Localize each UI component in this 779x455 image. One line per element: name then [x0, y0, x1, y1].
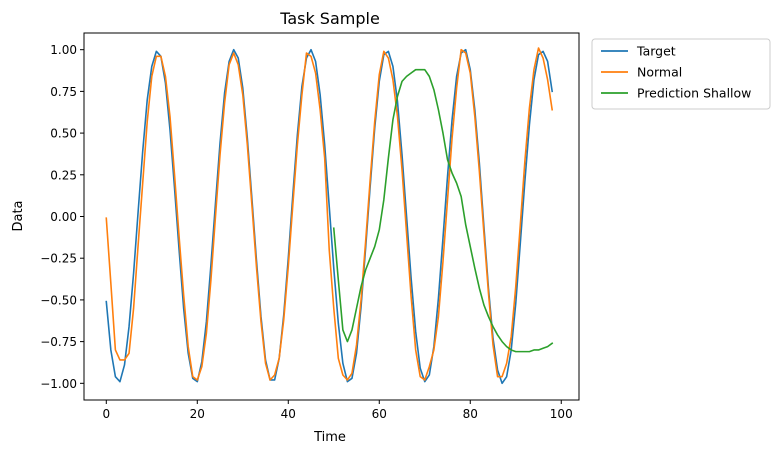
y-axis-label: Data [11, 200, 26, 231]
y-tick-label: 0.75 [50, 85, 77, 99]
y-tick-label: 0.25 [50, 168, 77, 182]
y-tick-label: −0.50 [40, 293, 77, 307]
y-tick-label: −0.75 [40, 335, 77, 349]
chart-title: Task Sample [279, 9, 380, 28]
x-tick-label: 0 [102, 407, 110, 421]
x-tick-label: 100 [550, 407, 573, 421]
y-tick-label: −1.00 [40, 377, 77, 391]
plot-lines [105, 47, 554, 385]
y-axis: −1.00 −0.75 −0.50 −0.25 0.00 0.25 0.50 0.75 1.00 [40, 43, 84, 391]
x-axis-label: Time [313, 430, 346, 445]
x-tick-label: 40 [281, 407, 296, 421]
x-tick-label: 20 [190, 407, 205, 421]
series-line-normal [105, 47, 554, 381]
legend-box [591, 38, 771, 110]
legend-label: Target [636, 44, 676, 59]
x-tick-label: 60 [372, 407, 387, 421]
y-tick-label: 0.00 [50, 210, 77, 224]
legend-label: Normal [637, 65, 682, 80]
x-axis: 0 20 40 60 80 100 [102, 400, 573, 421]
y-tick-label: −0.25 [40, 252, 77, 266]
legend: Target Normal Prediction Shallow [591, 38, 771, 110]
x-tick-label: 80 [463, 407, 478, 421]
y-tick-label: 0.50 [50, 127, 77, 141]
series-line-prediction-shallow [332, 68, 554, 353]
legend-label: Prediction Shallow [637, 86, 751, 101]
y-tick-label: 1.00 [50, 43, 77, 57]
